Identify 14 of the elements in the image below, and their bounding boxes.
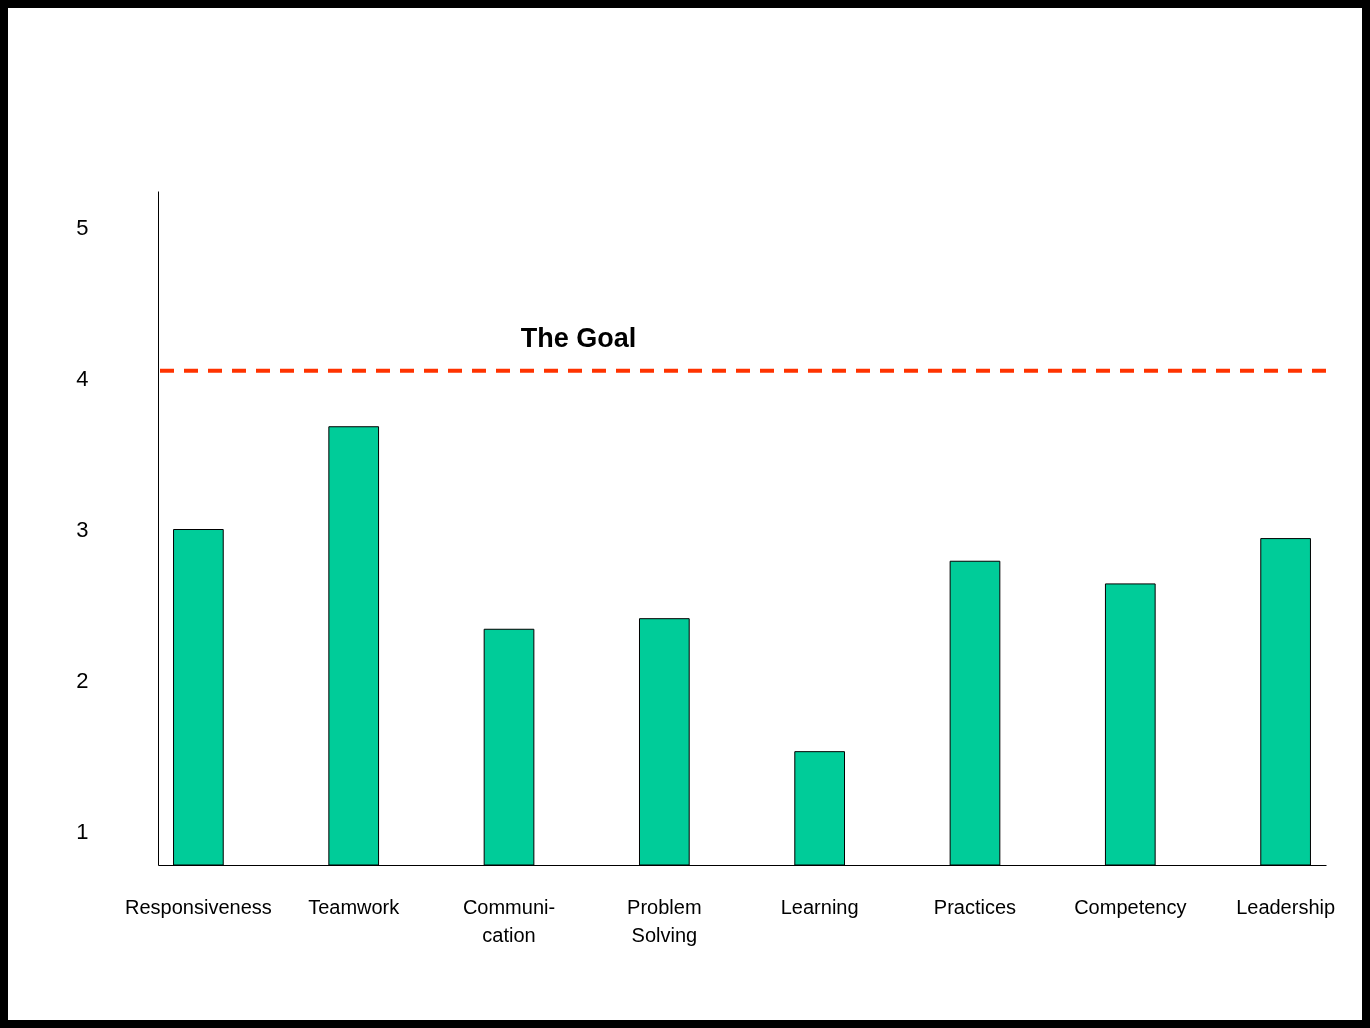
- y-tick-label: 5: [76, 214, 89, 240]
- y-tick-label: 4: [76, 365, 89, 391]
- x-tick-label: Learning: [780, 895, 859, 918]
- x-tick-label: Practices: [933, 895, 1017, 918]
- y-tick-label: 3: [76, 517, 89, 543]
- x-tick-label: Responsiveness: [125, 895, 272, 918]
- y-tick-label: 1: [76, 819, 89, 845]
- x-tick-label: Communi- cation: [462, 895, 556, 946]
- x-tick-label: Leadership: [1236, 895, 1336, 918]
- x-tick-label: Problem Solving: [627, 895, 702, 946]
- y-tick-label: 2: [76, 668, 89, 694]
- x-tick-label: Competency: [1074, 895, 1187, 918]
- x-tick-label: Teamwork: [308, 895, 401, 918]
- ref-line-label: The Goal: [520, 322, 637, 353]
